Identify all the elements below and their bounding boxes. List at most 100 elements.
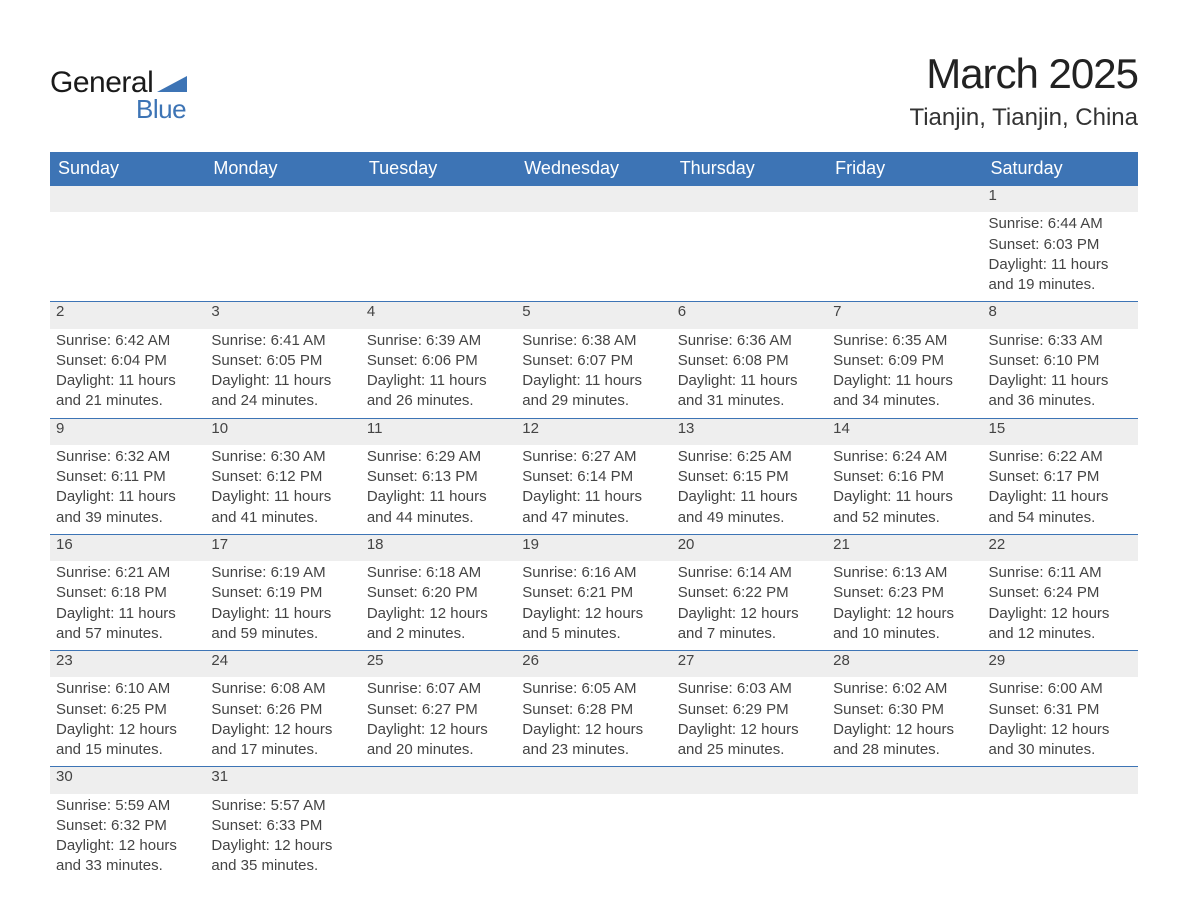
day-daylight2: and 35 minutes.: [211, 856, 354, 876]
day-content-cell: Sunrise: 6:11 AMSunset: 6:24 PMDaylight:…: [983, 561, 1138, 651]
day-content-cell: [983, 794, 1138, 883]
day-daylight1: Daylight: 11 hours: [989, 487, 1132, 507]
day-daylight2: and 20 minutes.: [367, 740, 510, 760]
day-daylight2: and 25 minutes.: [678, 740, 821, 760]
day-number-cell: 13: [672, 418, 827, 445]
day-content-cell: Sunrise: 6:39 AMSunset: 6:06 PMDaylight:…: [361, 329, 516, 419]
day-daylight1: Daylight: 11 hours: [56, 604, 199, 624]
day-daylight2: and 17 minutes.: [211, 740, 354, 760]
day-content-cell: Sunrise: 6:19 AMSunset: 6:19 PMDaylight:…: [205, 561, 360, 651]
logo-text-blue: Blue: [136, 94, 186, 125]
day-sunrise: Sunrise: 6:16 AM: [522, 563, 665, 583]
day-sunset: Sunset: 6:20 PM: [367, 583, 510, 603]
day-sunset: Sunset: 6:31 PM: [989, 700, 1132, 720]
day-daylight1: Daylight: 11 hours: [989, 255, 1132, 275]
day-number-cell: 10: [205, 418, 360, 445]
day-sunset: Sunset: 6:22 PM: [678, 583, 821, 603]
day-sunrise: Sunrise: 6:36 AM: [678, 331, 821, 351]
day-content-cell: Sunrise: 6:36 AMSunset: 6:08 PMDaylight:…: [672, 329, 827, 419]
week-daynum-row: 23242526272829: [50, 651, 1138, 678]
day-content-cell: Sunrise: 6:32 AMSunset: 6:11 PMDaylight:…: [50, 445, 205, 535]
day-number-cell: 4: [361, 302, 516, 329]
day-number-cell: 16: [50, 534, 205, 561]
day-sunset: Sunset: 6:33 PM: [211, 816, 354, 836]
day-number-cell: [983, 767, 1138, 794]
day-sunrise: Sunrise: 6:33 AM: [989, 331, 1132, 351]
day-daylight1: Daylight: 12 hours: [211, 836, 354, 856]
day-content-cell: Sunrise: 6:22 AMSunset: 6:17 PMDaylight:…: [983, 445, 1138, 535]
day-daylight2: and 29 minutes.: [522, 391, 665, 411]
calendar-body: 1Sunrise: 6:44 AMSunset: 6:03 PMDaylight…: [50, 186, 1138, 883]
day-sunset: Sunset: 6:07 PM: [522, 351, 665, 371]
day-number-cell: 11: [361, 418, 516, 445]
day-number-cell: 9: [50, 418, 205, 445]
day-content-cell: [672, 212, 827, 302]
day-daylight1: Daylight: 11 hours: [522, 371, 665, 391]
week-content-row: Sunrise: 6:10 AMSunset: 6:25 PMDaylight:…: [50, 677, 1138, 767]
weekday-header: Saturday: [983, 152, 1138, 186]
day-number-cell: 26: [516, 651, 671, 678]
day-content-cell: [672, 794, 827, 883]
day-sunrise: Sunrise: 6:35 AM: [833, 331, 976, 351]
day-daylight2: and 2 minutes.: [367, 624, 510, 644]
day-number-cell: 24: [205, 651, 360, 678]
day-daylight2: and 33 minutes.: [56, 856, 199, 876]
day-content-cell: Sunrise: 6:24 AMSunset: 6:16 PMDaylight:…: [827, 445, 982, 535]
day-number-cell: 6: [672, 302, 827, 329]
day-sunset: Sunset: 6:15 PM: [678, 467, 821, 487]
day-daylight2: and 5 minutes.: [522, 624, 665, 644]
day-content-cell: Sunrise: 6:38 AMSunset: 6:07 PMDaylight:…: [516, 329, 671, 419]
day-daylight1: Daylight: 11 hours: [211, 487, 354, 507]
day-sunset: Sunset: 6:14 PM: [522, 467, 665, 487]
day-number-cell: 21: [827, 534, 982, 561]
week-daynum-row: 1: [50, 186, 1138, 213]
day-daylight2: and 28 minutes.: [833, 740, 976, 760]
day-daylight2: and 54 minutes.: [989, 508, 1132, 528]
day-daylight1: Daylight: 12 hours: [56, 720, 199, 740]
day-sunset: Sunset: 6:25 PM: [56, 700, 199, 720]
week-content-row: Sunrise: 6:44 AMSunset: 6:03 PMDaylight:…: [50, 212, 1138, 302]
day-number-cell: 29: [983, 651, 1138, 678]
logo: General Blue: [50, 50, 187, 125]
day-daylight1: Daylight: 11 hours: [678, 371, 821, 391]
day-sunrise: Sunrise: 6:00 AM: [989, 679, 1132, 699]
day-sunset: Sunset: 6:12 PM: [211, 467, 354, 487]
day-daylight2: and 23 minutes.: [522, 740, 665, 760]
day-content-cell: Sunrise: 6:27 AMSunset: 6:14 PMDaylight:…: [516, 445, 671, 535]
day-daylight1: Daylight: 11 hours: [56, 371, 199, 391]
day-sunset: Sunset: 6:08 PM: [678, 351, 821, 371]
page-title: March 2025: [909, 50, 1138, 98]
day-daylight1: Daylight: 12 hours: [367, 604, 510, 624]
day-sunrise: Sunrise: 6:24 AM: [833, 447, 976, 467]
day-sunrise: Sunrise: 6:05 AM: [522, 679, 665, 699]
day-daylight1: Daylight: 12 hours: [522, 720, 665, 740]
day-sunset: Sunset: 6:19 PM: [211, 583, 354, 603]
week-daynum-row: 9101112131415: [50, 418, 1138, 445]
day-number-cell: 17: [205, 534, 360, 561]
day-daylight2: and 34 minutes.: [833, 391, 976, 411]
day-content-cell: Sunrise: 5:57 AMSunset: 6:33 PMDaylight:…: [205, 794, 360, 883]
day-content-cell: Sunrise: 6:08 AMSunset: 6:26 PMDaylight:…: [205, 677, 360, 767]
weekday-header: Thursday: [672, 152, 827, 186]
day-content-cell: Sunrise: 5:59 AMSunset: 6:32 PMDaylight:…: [50, 794, 205, 883]
day-number-cell: [50, 186, 205, 213]
day-content-cell: [205, 212, 360, 302]
week-content-row: Sunrise: 6:32 AMSunset: 6:11 PMDaylight:…: [50, 445, 1138, 535]
day-content-cell: Sunrise: 6:10 AMSunset: 6:25 PMDaylight:…: [50, 677, 205, 767]
week-content-row: Sunrise: 5:59 AMSunset: 6:32 PMDaylight:…: [50, 794, 1138, 883]
day-content-cell: [361, 212, 516, 302]
day-daylight2: and 59 minutes.: [211, 624, 354, 644]
day-number-cell: [361, 767, 516, 794]
day-sunrise: Sunrise: 6:19 AM: [211, 563, 354, 583]
day-sunset: Sunset: 6:03 PM: [989, 235, 1132, 255]
day-number-cell: [672, 767, 827, 794]
day-content-cell: Sunrise: 6:42 AMSunset: 6:04 PMDaylight:…: [50, 329, 205, 419]
day-number-cell: [516, 767, 671, 794]
day-sunrise: Sunrise: 6:25 AM: [678, 447, 821, 467]
day-sunrise: Sunrise: 6:21 AM: [56, 563, 199, 583]
day-sunrise: Sunrise: 6:03 AM: [678, 679, 821, 699]
day-content-cell: [516, 794, 671, 883]
day-content-cell: Sunrise: 6:21 AMSunset: 6:18 PMDaylight:…: [50, 561, 205, 651]
day-sunset: Sunset: 6:21 PM: [522, 583, 665, 603]
day-sunrise: Sunrise: 6:02 AM: [833, 679, 976, 699]
